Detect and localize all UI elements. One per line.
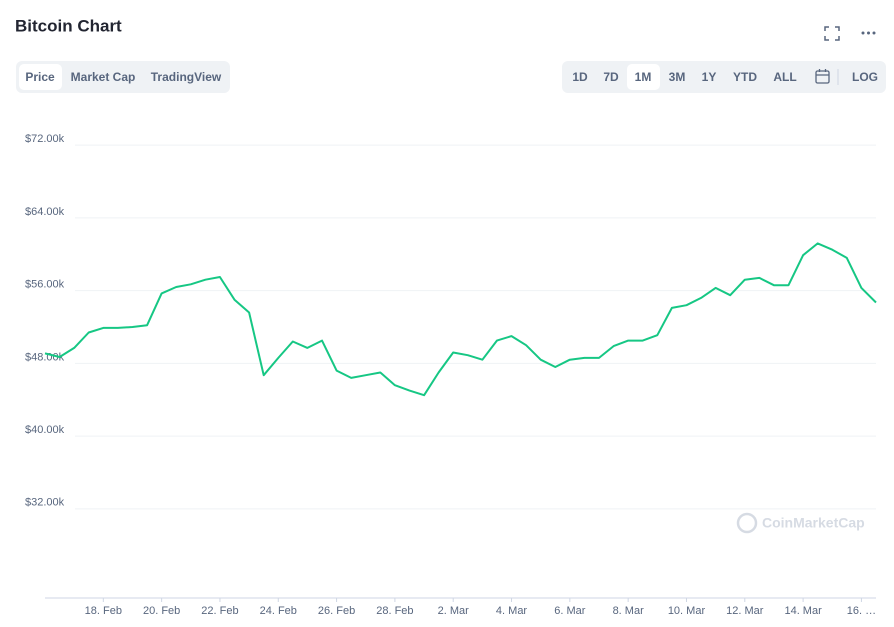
range-button[interactable]: ALL <box>773 70 796 84</box>
more-icon[interactable] <box>861 31 876 35</box>
range-button[interactable]: YTD <box>733 70 757 84</box>
chart-title: Bitcoin Chart <box>15 16 122 35</box>
range-active <box>627 64 660 90</box>
x-tick-label: 14. Mar <box>784 605 822 617</box>
x-tick-label: 16. … <box>847 605 876 617</box>
tab-active <box>19 64 62 90</box>
range-button[interactable]: 1M <box>635 70 652 84</box>
x-tick-label: 6. Mar <box>554 605 586 617</box>
range-button[interactable]: 1D <box>572 70 588 84</box>
y-tick-label: $56.00k <box>25 279 65 291</box>
watermark: CoinMarketCap <box>736 512 865 534</box>
y-tick-label: $32.00k <box>25 497 65 509</box>
y-tick-label: $72.00k <box>25 133 65 145</box>
range-button[interactable]: LOG <box>852 70 878 84</box>
y-tick-label: $64.00k <box>25 206 65 218</box>
tab[interactable]: TradingView <box>151 70 222 84</box>
tab[interactable]: Market Cap <box>71 70 136 84</box>
price-line <box>44 242 877 397</box>
fullscreen-icon[interactable] <box>824 26 840 41</box>
y-tick-label: $40.00k <box>25 424 65 436</box>
watermark-text: CoinMarketCap <box>762 515 865 531</box>
x-tick-label: 2. Mar <box>438 605 470 617</box>
tab[interactable]: Price <box>25 70 55 84</box>
x-tick-label: 18. Feb <box>85 605 122 617</box>
x-tick-label: 24. Feb <box>260 605 297 617</box>
range-button[interactable]: 1Y <box>702 70 717 84</box>
range-button[interactable]: 7D <box>603 70 619 84</box>
y-tick-label: $48.00k <box>25 351 65 363</box>
x-tick-label: 12. Mar <box>726 605 764 617</box>
x-tick-label: 10. Mar <box>668 605 706 617</box>
x-tick-label: 20. Feb <box>143 605 180 617</box>
x-tick-label: 8. Mar <box>613 605 645 617</box>
x-tick-label: 4. Mar <box>496 605 528 617</box>
watermark-logo <box>736 512 758 534</box>
range-button[interactable]: 3M <box>669 70 686 84</box>
calendar-icon[interactable] <box>815 69 830 84</box>
x-tick-label: 22. Feb <box>201 605 238 617</box>
x-tick-label: 26. Feb <box>318 605 355 617</box>
x-tick-label: 28. Feb <box>376 605 413 617</box>
tab-group <box>16 61 230 93</box>
